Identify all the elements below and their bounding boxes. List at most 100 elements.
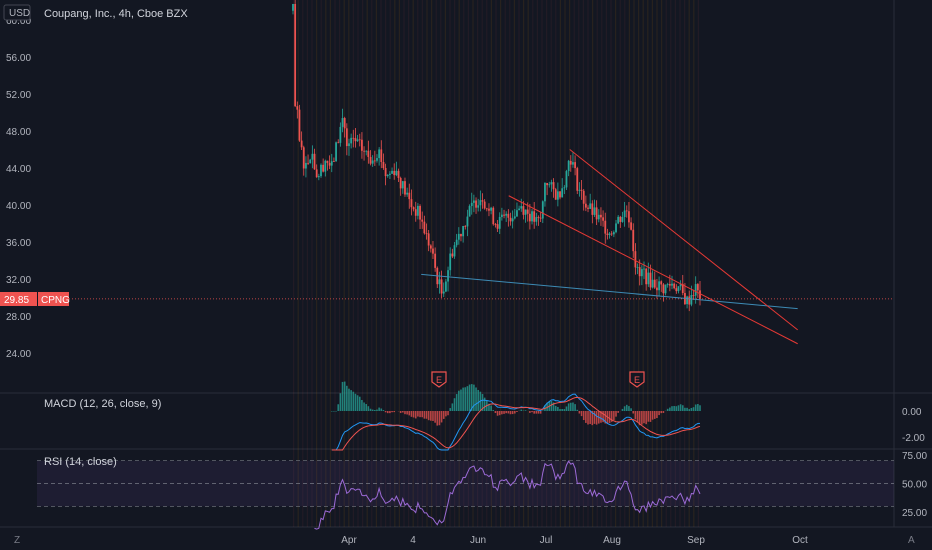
earnings-marker-1[interactable]: E [431, 371, 447, 388]
candle[interactable] [380, 140, 383, 169]
candle[interactable] [421, 211, 424, 229]
candle[interactable] [294, 0, 297, 108]
candle[interactable] [466, 209, 469, 237]
candle[interactable] [619, 215, 622, 228]
candle[interactable] [302, 145, 305, 176]
candle[interactable] [593, 199, 596, 217]
candle[interactable] [311, 145, 314, 169]
candle[interactable] [300, 131, 303, 151]
price-pane[interactable] [0, 0, 894, 345]
candle[interactable] [373, 150, 376, 166]
candle[interactable] [401, 180, 404, 194]
candle[interactable] [305, 156, 307, 178]
candle[interactable] [696, 283, 699, 298]
candle[interactable] [582, 189, 585, 211]
candle[interactable] [389, 171, 391, 180]
candle[interactable] [438, 271, 441, 294]
candle[interactable] [686, 295, 688, 309]
candle[interactable] [488, 203, 490, 217]
candle[interactable] [371, 155, 374, 167]
candle[interactable] [569, 155, 572, 172]
candle[interactable] [442, 282, 445, 298]
candle[interactable] [584, 195, 587, 212]
candle[interactable] [636, 263, 639, 275]
candle[interactable] [419, 204, 421, 229]
candle[interactable] [628, 201, 630, 228]
candle[interactable] [660, 280, 663, 292]
candle[interactable] [485, 207, 488, 212]
signal-line[interactable] [331, 396, 701, 451]
candle[interactable] [679, 280, 682, 291]
auto-scale-icon[interactable]: A [908, 535, 915, 546]
candle[interactable] [537, 215, 540, 226]
macd-pane[interactable] [330, 381, 701, 451]
candle[interactable] [483, 199, 486, 210]
candle[interactable] [595, 200, 598, 226]
candle[interactable] [343, 116, 346, 138]
candle[interactable] [688, 290, 691, 312]
timezone-icon[interactable]: Z [14, 535, 20, 546]
candle[interactable] [324, 159, 327, 177]
candle[interactable] [477, 198, 480, 212]
candle[interactable] [490, 206, 493, 215]
candle[interactable] [326, 160, 329, 171]
trendline-red-2[interactable] [508, 195, 798, 345]
candle[interactable] [453, 242, 456, 259]
candle[interactable] [328, 155, 331, 170]
candle[interactable] [494, 223, 497, 228]
candle[interactable] [673, 282, 676, 290]
candle[interactable] [307, 154, 309, 166]
candle[interactable] [632, 223, 635, 258]
candle[interactable] [425, 223, 428, 240]
candle[interactable] [496, 219, 499, 232]
candle[interactable] [606, 228, 609, 240]
candle[interactable] [612, 230, 615, 238]
candle[interactable] [395, 161, 398, 177]
candle[interactable] [298, 104, 301, 142]
candle[interactable] [348, 138, 350, 156]
candle[interactable] [406, 187, 409, 197]
candle[interactable] [432, 240, 434, 260]
candle[interactable] [322, 158, 325, 173]
candle[interactable] [511, 210, 514, 229]
candle[interactable] [470, 192, 473, 215]
candle[interactable] [337, 139, 340, 144]
candle[interactable] [358, 133, 361, 147]
candle[interactable] [589, 193, 592, 209]
candle[interactable] [591, 200, 594, 224]
candle[interactable] [505, 211, 508, 222]
candle[interactable] [369, 150, 372, 166]
candle[interactable] [444, 279, 447, 293]
candle[interactable] [602, 210, 604, 227]
candle[interactable] [643, 261, 645, 280]
candle[interactable] [565, 169, 568, 190]
candle[interactable] [541, 200, 544, 224]
candle[interactable] [576, 166, 579, 195]
candle[interactable] [507, 209, 510, 227]
z-icon[interactable]: Z [14, 535, 20, 546]
candle[interactable] [296, 101, 299, 119]
candle[interactable] [481, 193, 484, 209]
trendline-blue-0[interactable] [421, 273, 798, 310]
candle[interactable] [386, 174, 389, 178]
candle[interactable] [464, 225, 467, 230]
candle[interactable] [524, 209, 527, 223]
candle[interactable] [404, 177, 406, 197]
candle[interactable] [423, 215, 426, 235]
candle[interactable] [449, 247, 452, 276]
candle[interactable] [399, 176, 402, 196]
candle[interactable] [550, 179, 553, 192]
candle[interactable] [330, 153, 333, 173]
candle[interactable] [625, 205, 628, 218]
candle[interactable] [427, 229, 430, 252]
trendline-red-1[interactable] [569, 149, 798, 331]
candle[interactable] [692, 289, 695, 300]
candle[interactable] [600, 207, 602, 226]
candle[interactable] [498, 212, 501, 235]
candle[interactable] [309, 158, 312, 164]
candle[interactable] [528, 203, 531, 230]
candle[interactable] [668, 274, 671, 292]
candle[interactable] [544, 182, 546, 207]
candle[interactable] [339, 122, 342, 147]
candle[interactable] [382, 153, 385, 170]
